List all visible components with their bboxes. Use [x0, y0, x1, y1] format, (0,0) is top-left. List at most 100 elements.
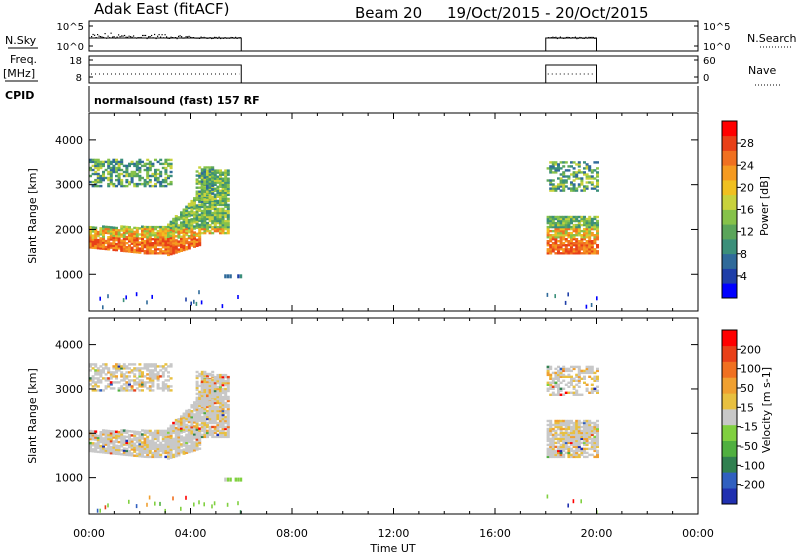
power-cell: [549, 221, 553, 225]
velocity-cell: [596, 369, 599, 373]
power-cell: [154, 170, 157, 174]
nsky-dot: [178, 35, 180, 37]
power-ytick-label: 4000: [55, 134, 83, 147]
power-cell: [174, 229, 178, 232]
velocity-cell: [562, 443, 566, 447]
power-cell: [187, 218, 191, 222]
power-cell: [562, 221, 566, 225]
power-cell: [96, 232, 100, 236]
power-cell: [208, 168, 212, 171]
velocity-cell: [130, 387, 134, 390]
power-cell: [554, 252, 558, 255]
nsky-dot: [223, 37, 225, 39]
velocity-cell: [174, 434, 178, 438]
velocity-cell: [221, 377, 225, 381]
velocity-cell: [156, 453, 160, 457]
velocity-cell: [562, 449, 566, 453]
power-cell: [551, 215, 555, 219]
velocity-cell: [554, 449, 558, 453]
power-cell: [198, 200, 202, 203]
power-cell: [91, 240, 95, 243]
power-cell: [562, 179, 566, 182]
power-cell: [208, 225, 212, 229]
velocity-cell: [141, 367, 144, 370]
power-cell: [551, 163, 555, 166]
velocity-cell: [94, 442, 98, 445]
power-cell: [99, 162, 103, 166]
power-cell: [226, 207, 230, 211]
velocity-cell: [596, 449, 599, 453]
velocity-cell: [549, 375, 553, 378]
power-cell: [117, 182, 121, 186]
power-cell: [135, 235, 139, 238]
velocity-cell: [172, 496, 174, 501]
velocity-cell: [226, 427, 230, 431]
velocity-cell: [559, 445, 563, 449]
power-cell: [172, 217, 176, 221]
velocity-cell: [206, 394, 209, 398]
velocity-cell: [120, 375, 124, 378]
power-cell: [135, 182, 139, 186]
power-cell: [572, 225, 576, 229]
velocity-cell: [169, 430, 173, 433]
power-cell: [159, 250, 163, 253]
velocity-cell: [161, 367, 165, 370]
velocity-cell: [193, 437, 196, 440]
velocity-cell: [198, 500, 200, 505]
power-cell: [169, 248, 173, 252]
velocity-cell: [208, 431, 212, 435]
power-cell: [130, 240, 134, 243]
velocity-cell: [195, 424, 199, 427]
power-cell: [167, 158, 170, 162]
power-cell: [115, 162, 118, 166]
power-cell: [174, 239, 178, 242]
velocity-cell: [562, 435, 566, 439]
velocity-cell: [549, 423, 553, 427]
velocity-cell: [198, 441, 202, 444]
power-cell: [557, 240, 560, 243]
velocity-cell: [187, 410, 191, 414]
velocity-cell: [120, 371, 124, 374]
velocity-cell: [109, 452, 113, 455]
velocity-cell: [208, 393, 212, 397]
power-cell: [154, 248, 157, 251]
power-cell: [133, 230, 137, 234]
velocity-cell: [590, 391, 594, 394]
velocity-cell: [109, 434, 113, 437]
power-cell: [567, 225, 571, 229]
velocity-cell: [583, 423, 586, 427]
nsky-dot: [558, 37, 560, 39]
velocity-cell: [115, 444, 118, 447]
power-cell: [107, 158, 111, 162]
velocity-cell: [221, 391, 225, 395]
velocity-cell: [177, 420, 181, 423]
power-cell: [551, 236, 555, 239]
power-cell: [557, 221, 560, 225]
velocity-colorbar-swatch: [722, 456, 737, 473]
power-cell: [211, 207, 215, 211]
power-colorbar-label: 8: [740, 248, 747, 261]
power-cell: [156, 234, 160, 237]
velocity-cell: [117, 381, 121, 384]
velocity-cell: [216, 415, 220, 419]
velocity-cell: [138, 449, 142, 452]
velocity-cell: [115, 434, 118, 437]
power-cell: [102, 164, 105, 168]
velocity-cell: [562, 437, 566, 441]
power-cell: [94, 164, 98, 168]
power-cell: [190, 202, 194, 205]
power-cell: [198, 186, 202, 189]
power-cell: [99, 233, 103, 236]
power-cell: [575, 246, 579, 249]
velocity-cell: [167, 445, 170, 448]
velocity-cell: [596, 433, 599, 437]
power-cell: [135, 174, 139, 178]
power-cell: [562, 252, 566, 255]
power-cell: [219, 217, 222, 221]
velocity-cell: [554, 373, 558, 377]
power-cell: [185, 225, 189, 229]
power-cell: [216, 201, 220, 205]
power-cell: [208, 175, 212, 178]
power-cell: [567, 223, 571, 227]
power-cell: [190, 242, 194, 245]
